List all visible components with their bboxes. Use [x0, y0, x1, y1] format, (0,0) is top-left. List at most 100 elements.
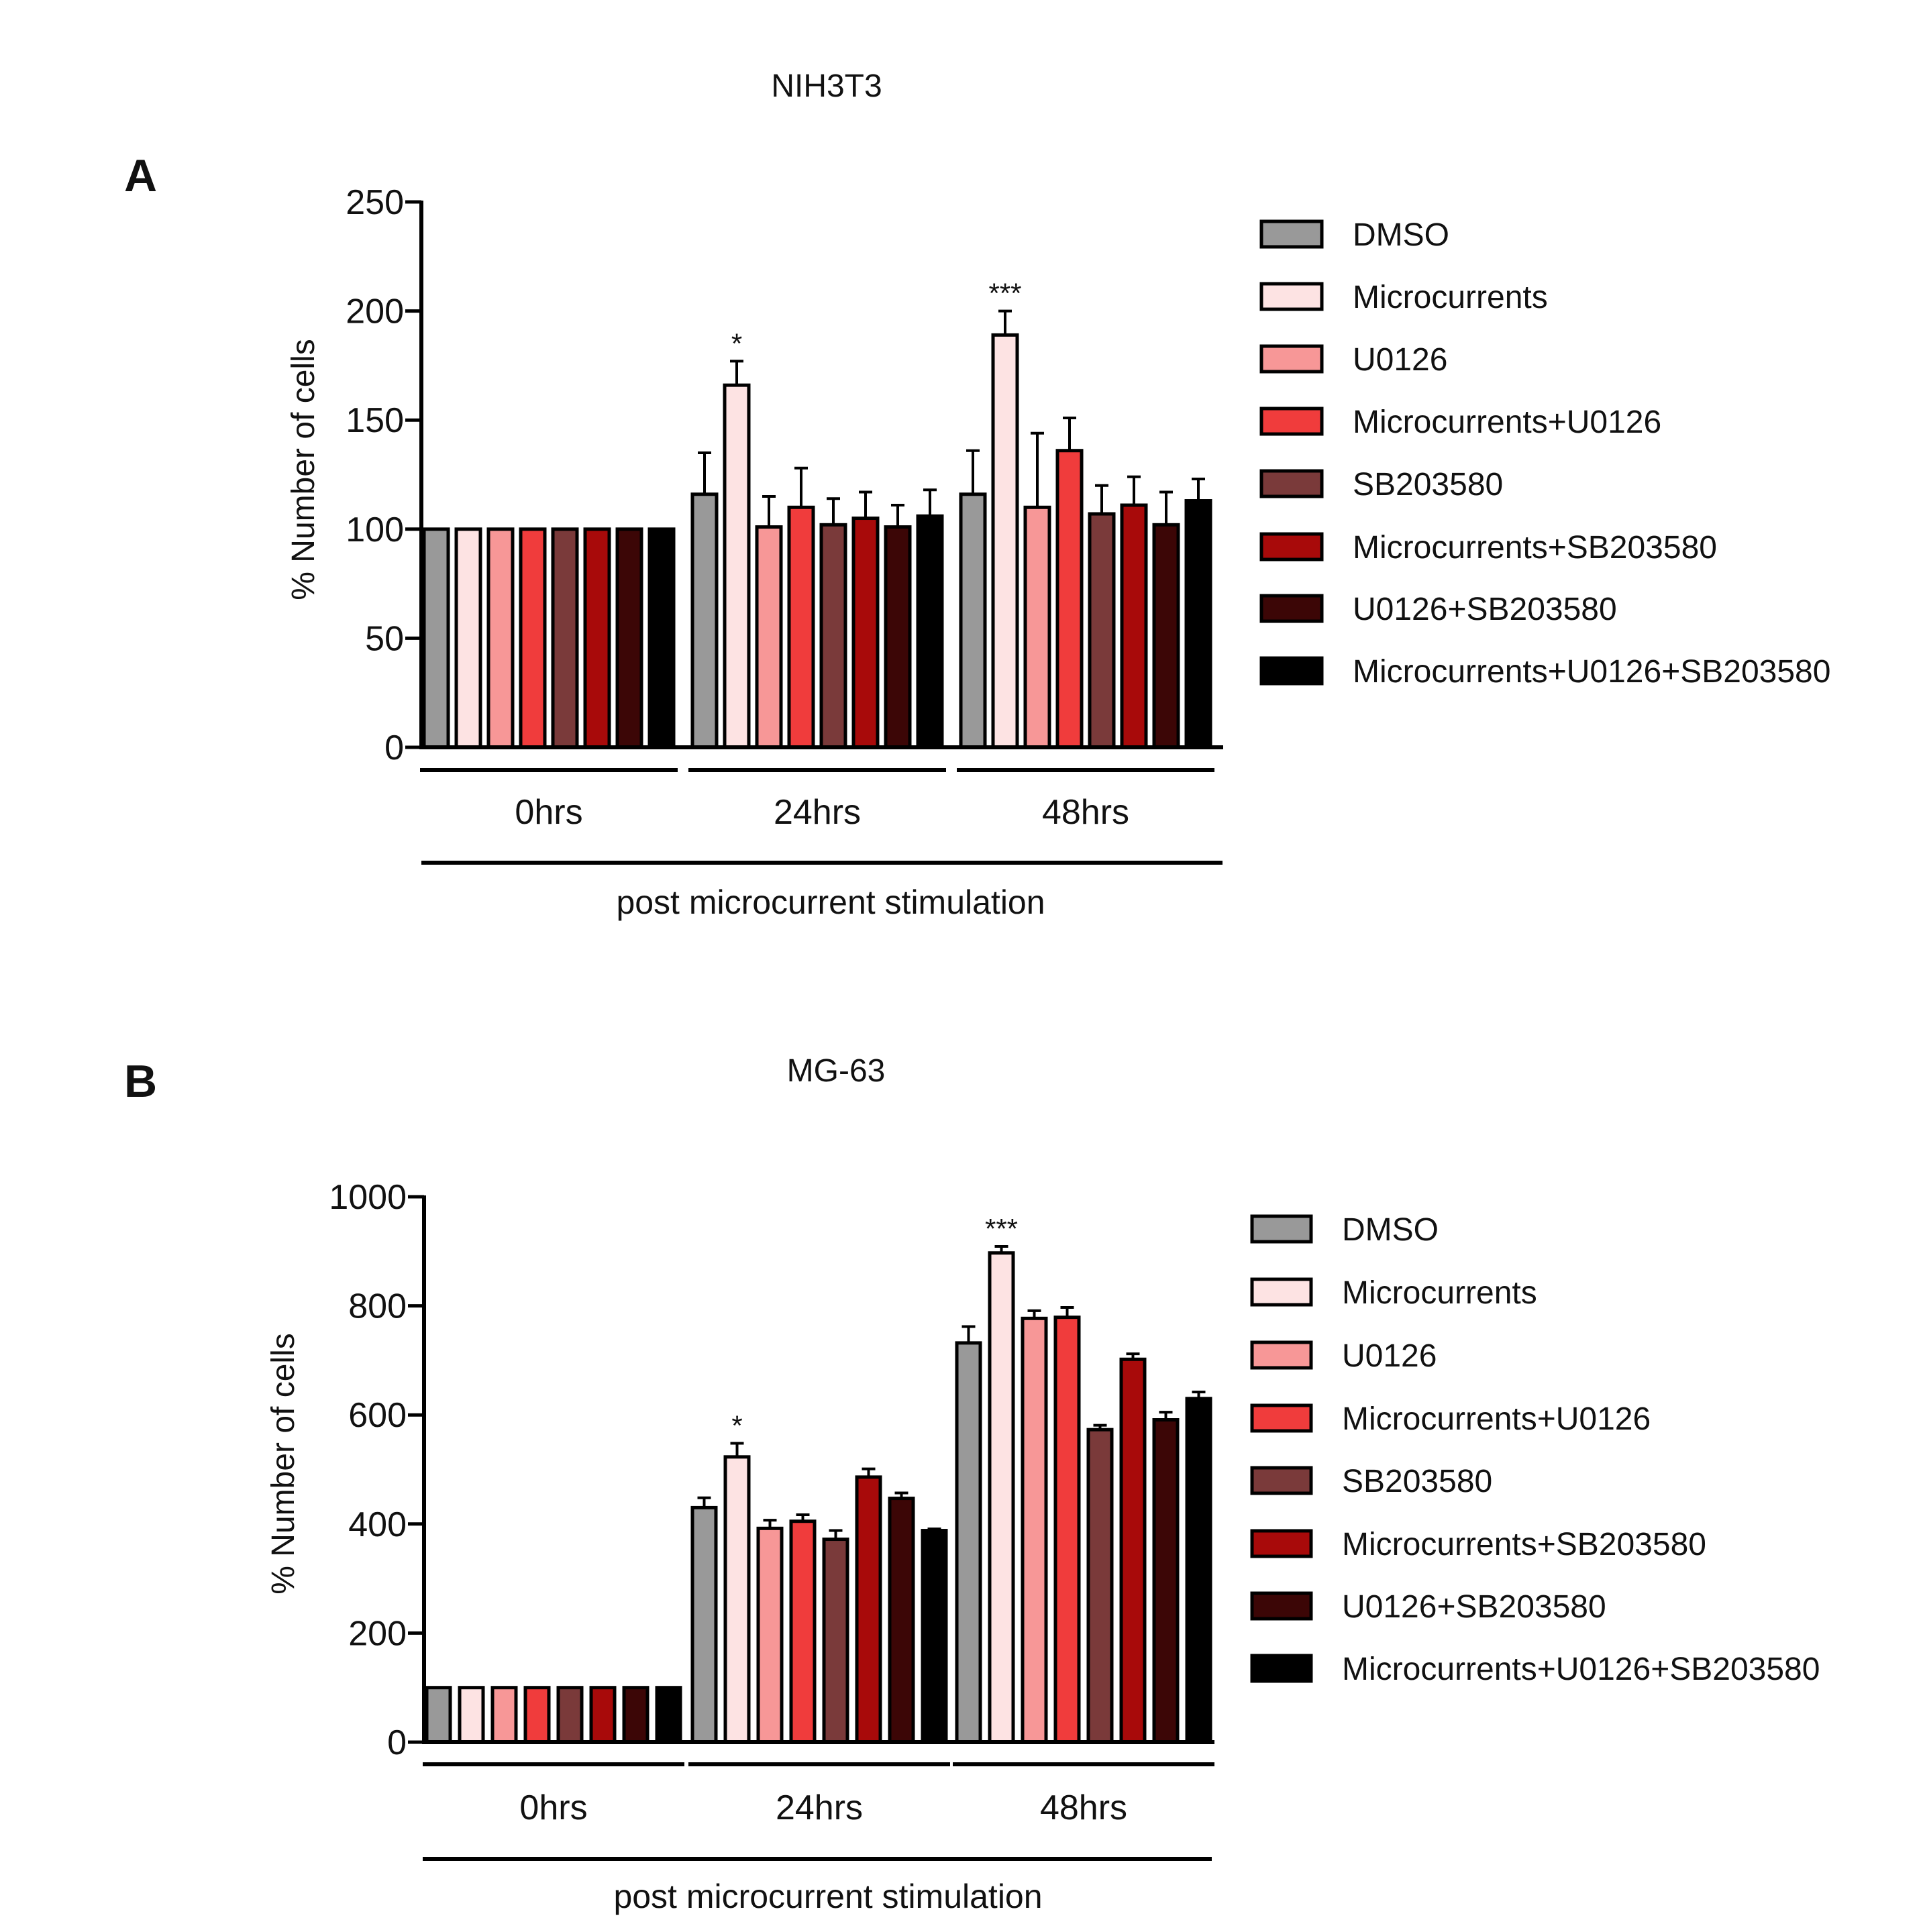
y-tick-label: 200 [348, 1614, 407, 1653]
y-tick-label: 150 [346, 401, 404, 440]
y-axis-label: % Number of cells [286, 339, 321, 600]
legend-swatch-sb203580 [1250, 1466, 1313, 1495]
x-tick-label: 48hrs [1042, 793, 1129, 832]
y-tick-label: 50 [365, 619, 404, 658]
legend-label: Microcurrents+U0126+SB203580 [1342, 1652, 1820, 1687]
bar-u0126-sb203580-0hrs [622, 1686, 649, 1744]
bar-microcurrents-u0126-sb203580-0hrs [647, 527, 676, 749]
chart-title: NIH3T3 [771, 68, 882, 104]
bar-dmso-0hrs [422, 527, 450, 749]
legend-label: Microcurrents+SB203580 [1353, 530, 1717, 566]
bar-dmso-48hrs [955, 1341, 982, 1744]
legend-label: U0126+SB203580 [1353, 592, 1617, 627]
panel-a: A NIH3T3 % Number of cells post microcur… [124, 68, 1830, 921]
bar-u0126-0hrs [490, 1686, 518, 1744]
legend-label: Microcurrents+SB203580 [1342, 1527, 1706, 1562]
legend-swatch-dmso [1250, 1214, 1313, 1244]
bar-u0126-48hrs [1021, 1316, 1048, 1744]
legend-label: SB203580 [1342, 1464, 1492, 1499]
bar-dmso-0hrs [425, 1686, 452, 1744]
legend-swatch-microcurrents-sb203580 [1250, 1529, 1313, 1558]
legend-label: DMSO [1353, 217, 1449, 253]
x-tick-label: 24hrs [774, 793, 861, 832]
panel-label: A [124, 150, 157, 201]
bar-u0126-sb203580-24hrs [884, 525, 912, 749]
legend-swatch-microcurrents-u0126 [1259, 407, 1324, 436]
panel-b: B MG-63 % Number of cells post microcurr… [124, 1053, 1820, 1915]
y-tick-label: 600 [348, 1396, 407, 1435]
legend-label: Microcurrents+U0126 [1353, 405, 1661, 440]
legend-swatch-microcurrents-u0126-sb203580 [1259, 656, 1324, 686]
legend-swatch-sb203580 [1259, 469, 1324, 498]
y-tick-label: 400 [348, 1505, 407, 1544]
bar-microcurrents-u0126-0hrs [519, 527, 547, 749]
bar-microcurrents-u0126-24hrs [789, 1519, 817, 1744]
legend-label: Microcurrents+U0126 [1342, 1401, 1651, 1437]
bar-microcurrents-u0126-48hrs [1053, 1316, 1081, 1744]
bar-u0126-sb203580-24hrs [888, 1497, 915, 1744]
x-tick-label: 0hrs [519, 1788, 587, 1827]
legend-swatch-microcurrents-u0126 [1250, 1403, 1313, 1433]
significance-marker: * [731, 327, 742, 359]
bar-u0126-24hrs [756, 1526, 784, 1744]
legend-label: Microcurrents+U0126+SB203580 [1353, 654, 1830, 690]
bar-u0126-sb203580-48hrs [1152, 1418, 1180, 1744]
bar-sb203580-24hrs [822, 1538, 849, 1744]
significance-marker: *** [985, 1213, 1018, 1244]
legend-swatch-microcurrents [1259, 282, 1324, 311]
bar-microcurrents-u0126-48hrs [1055, 449, 1084, 749]
significance-marker: * [731, 1409, 742, 1441]
bar-u0126-48hrs [1023, 505, 1051, 749]
legend-swatch-dmso [1259, 219, 1324, 249]
legend-swatch-u0126 [1250, 1340, 1313, 1370]
x-tick-label: 0hrs [515, 793, 582, 832]
panel-label: B [124, 1056, 157, 1107]
bar-microcurrents-48hrs [988, 1251, 1015, 1744]
bar-microcurrents-u0126-sb203580-24hrs [921, 1529, 948, 1744]
bar-microcurrents-sb203580-24hrs [855, 1475, 882, 1744]
x-axis-label: post microcurrent stimulation [616, 883, 1045, 921]
y-tick-label: 0 [384, 729, 404, 767]
x-tick-label: 48hrs [1040, 1788, 1127, 1827]
y-tick-label: 200 [346, 292, 404, 331]
bar-u0126-sb203580-48hrs [1152, 523, 1180, 749]
legend-label: U0126 [1342, 1338, 1437, 1374]
x-axis-label: post microcurrent stimulation [613, 1878, 1042, 1915]
bar-microcurrents-u0126-sb203580-48hrs [1184, 499, 1212, 749]
y-tick-label: 100 [346, 511, 404, 549]
bar-microcurrents-u0126-24hrs [787, 505, 815, 749]
bar-microcurrents-24hrs [723, 383, 751, 749]
bar-microcurrents-u0126-sb203580-0hrs [655, 1686, 682, 1744]
bar-microcurrents-sb203580-0hrs [589, 1686, 617, 1744]
bar-microcurrents-u0126-sb203580-48hrs [1185, 1397, 1212, 1744]
bar-dmso-48hrs [959, 492, 987, 749]
legend-label: U0126+SB203580 [1342, 1589, 1606, 1625]
bar-sb203580-48hrs [1086, 1428, 1114, 1744]
bar-microcurrents-0hrs [454, 527, 482, 749]
bar-u0126-24hrs [755, 525, 783, 749]
bar-microcurrents-sb203580-48hrs [1120, 503, 1148, 749]
legend-swatch-microcurrents-sb203580 [1259, 532, 1324, 561]
bar-sb203580-24hrs [819, 523, 847, 749]
bar-u0126-0hrs [486, 527, 515, 749]
y-tick-label: 0 [387, 1723, 407, 1762]
bar-microcurrents-u0126-0hrs [523, 1686, 551, 1744]
bar-u0126-sb203580-0hrs [615, 527, 643, 749]
bar-microcurrents-sb203580-24hrs [851, 517, 880, 749]
legend-label: Microcurrents [1353, 280, 1548, 315]
legend-label: Microcurrents [1342, 1275, 1537, 1311]
bar-dmso-24hrs [690, 1505, 718, 1744]
bar-microcurrents-24hrs [723, 1455, 751, 1744]
bar-microcurrents-0hrs [458, 1686, 485, 1744]
bar-sb203580-48hrs [1088, 512, 1116, 749]
x-tick-label: 24hrs [776, 1788, 863, 1827]
legend-label: DMSO [1342, 1212, 1439, 1248]
chart-title: MG-63 [787, 1053, 886, 1089]
legend-swatch-u0126 [1259, 344, 1324, 374]
legend-swatch-u0126-sb203580 [1259, 594, 1324, 623]
legend-swatch-microcurrents-u0126-sb203580 [1250, 1654, 1313, 1683]
bar-microcurrents-sb203580-0hrs [583, 527, 611, 749]
